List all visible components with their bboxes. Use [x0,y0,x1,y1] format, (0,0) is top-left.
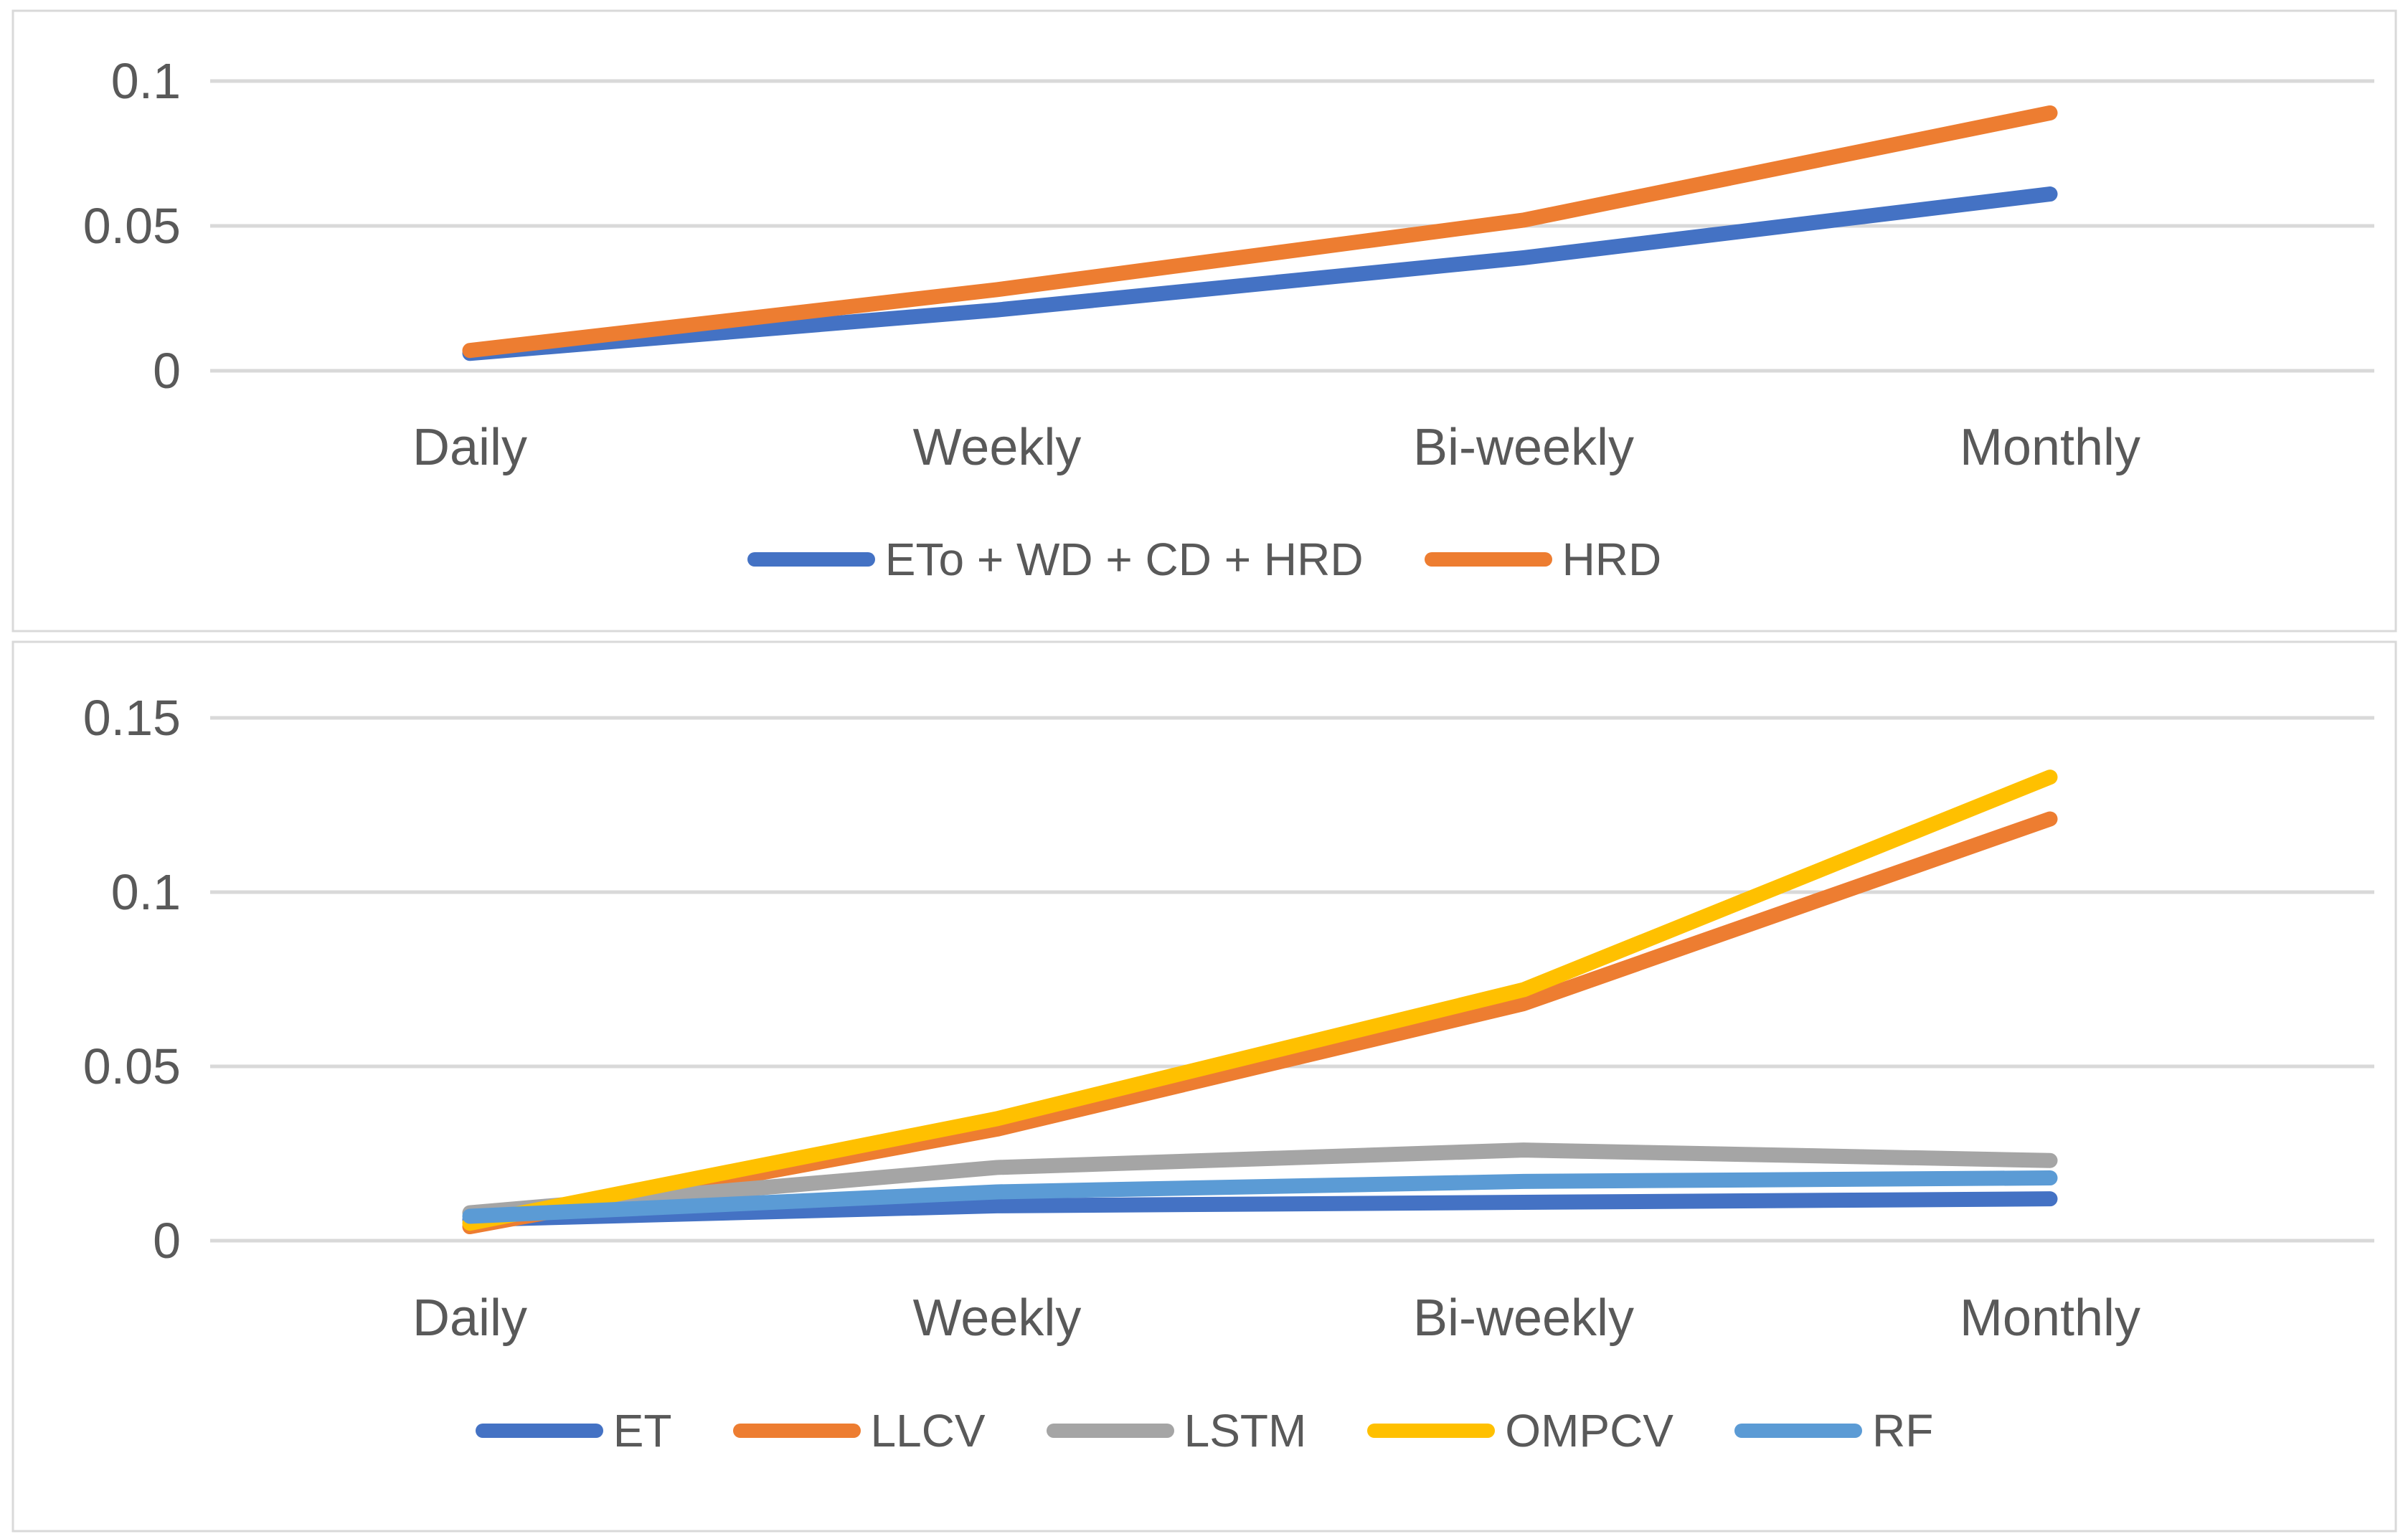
legend-label: RF [1871,1405,1934,1457]
legend-label: HRD [1562,534,1662,585]
legend-label: OMPCV [1505,1405,1673,1457]
series-line-OMPCV [462,770,2058,1231]
legend-swatch [747,552,875,567]
top-chart-legend: ETo + WD + CD + HRD HRD [13,531,2396,588]
y-tick-label: 0.1 [111,53,181,109]
x-category-label: Daily [412,1289,527,1347]
legend-label: LLCV [870,1405,986,1457]
legend-label: ET [613,1405,672,1457]
bottom-chart-legend: ET LLCV LSTM OMPCV RF [13,1402,2396,1459]
legend-swatch [475,1424,603,1438]
series-line-LSTM [462,1142,2058,1221]
y-tick-label: 0.05 [83,1038,181,1094]
y-tick-label: 0.05 [83,198,181,254]
series-line-ETo + WD + CD + HRD [462,186,2058,361]
x-category-label: Bi-weekly [1413,419,1634,476]
y-tick-label: 0.1 [111,864,181,920]
legend-label: ETo + WD + CD + HRD [884,534,1364,585]
legend-swatch [1424,552,1552,567]
legend-item-OMPCV: OMPCV [1367,1404,1673,1457]
x-category-label: Monthly [1960,419,2140,476]
legend-swatch [1367,1424,1496,1438]
legend-swatch [732,1424,861,1438]
y-tick-label: 0 [153,343,181,399]
series-line-HRD [462,105,2058,359]
x-category-label: Weekly [913,419,1082,476]
legend-item-ETo + WD + CD + HRD: ETo + WD + CD + HRD [747,533,1364,586]
legend-swatch [1046,1424,1174,1438]
y-tick-label: 0 [153,1213,181,1269]
series-line-RF [462,1170,2058,1224]
x-category-label: Bi-weekly [1413,1289,1634,1347]
legend-item-LSTM: LSTM [1046,1404,1307,1457]
legend-label: LSTM [1184,1405,1307,1457]
legend-item-LLCV: LLCV [732,1404,986,1457]
x-category-label: Weekly [913,1289,1082,1347]
legend-item-HRD: HRD [1424,533,1662,586]
series-line-ET [462,1191,2058,1228]
legend-item-ET: ET [475,1404,672,1457]
x-category-label: Daily [412,419,527,476]
legend-swatch [1734,1424,1862,1438]
chart-panel-border [11,640,2397,1533]
chart-panel-border [11,9,2397,633]
y-tick-label: 0.15 [83,690,181,746]
x-category-label: Monthly [1960,1289,2140,1347]
legend-item-RF: RF [1734,1404,1933,1457]
